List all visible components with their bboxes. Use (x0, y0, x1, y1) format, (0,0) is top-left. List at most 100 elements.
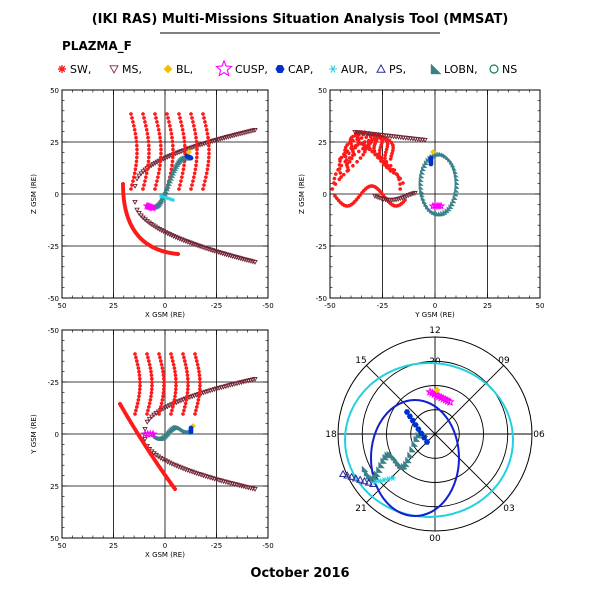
ms-marker (175, 399, 182, 405)
ms-marker (148, 222, 155, 228)
sw-marker (173, 487, 177, 491)
sw-marker (150, 387, 154, 392)
ms-marker (180, 397, 186, 403)
sw-marker (183, 405, 187, 409)
sw-marker (202, 116, 206, 120)
lobn-marker (452, 168, 459, 174)
sw-marker (159, 405, 163, 409)
sw-marker (136, 398, 141, 402)
sw-marker (338, 159, 342, 163)
cap-marker (412, 422, 419, 428)
sw-marker (132, 171, 137, 176)
sw-marker (370, 137, 374, 142)
x-tick-label: -50 (262, 302, 273, 310)
ms-marker (162, 405, 168, 411)
sw-marker (143, 444, 148, 449)
y-tick-label: -25 (48, 243, 59, 251)
sw-marker (139, 437, 144, 442)
trajectory-series (142, 201, 158, 212)
sw-marker (121, 184, 126, 189)
ms-marker (220, 384, 227, 390)
sw-marker (170, 163, 174, 168)
sw-marker (120, 405, 125, 410)
sw-marker (392, 168, 397, 172)
sw-marker (361, 152, 365, 157)
ms-marker (152, 160, 159, 166)
ms-marker (142, 426, 148, 432)
sw-marker (383, 153, 387, 158)
ps-marker (376, 63, 386, 73)
sw-marker (132, 426, 137, 431)
sw-marker (349, 146, 353, 150)
legend-item: NS (489, 63, 517, 76)
trajectory-series (145, 352, 154, 416)
sw-marker (183, 147, 187, 152)
sw-marker (159, 362, 164, 367)
ms-marker (249, 377, 256, 383)
sw-marker (378, 145, 383, 150)
x-tick-label: -50 (324, 302, 335, 310)
sw-marker (134, 135, 138, 140)
sw-marker (194, 139, 199, 144)
y-tick-label: -50 (48, 327, 59, 335)
mission-name: PLAZMA_F (62, 39, 132, 54)
sw-marker (338, 200, 343, 205)
sw-marker (155, 120, 159, 124)
sw-marker (138, 435, 143, 440)
sw-marker (134, 408, 138, 413)
sw-marker (384, 137, 388, 142)
x-tick-label: -50 (262, 542, 273, 550)
sw-marker (341, 172, 346, 177)
x-tick-label: -25 (211, 302, 222, 310)
trajectory-series (372, 475, 396, 485)
sw-marker (158, 135, 162, 140)
sw-marker (138, 380, 142, 385)
sw-marker (401, 200, 406, 204)
ms-marker (162, 230, 169, 236)
sw-marker (372, 135, 377, 139)
polar-spoke (434, 365, 504, 435)
sw-marker (134, 430, 139, 435)
sw-marker (390, 203, 395, 207)
trajectory-series (330, 142, 403, 191)
sw-marker (198, 383, 202, 388)
sw-marker (171, 155, 175, 160)
sw-marker (388, 169, 393, 173)
mlt-hour-label: 15 (355, 356, 366, 366)
sw-marker (347, 203, 352, 208)
sw-marker (181, 131, 186, 136)
ps-marker (343, 471, 352, 479)
sw-marker (391, 143, 395, 147)
sw-marker (206, 159, 211, 164)
sw-marker (375, 152, 380, 157)
sw-marker (397, 203, 402, 207)
sw-marker (162, 387, 166, 392)
sw-marker (366, 142, 371, 147)
trajectory-series (428, 155, 434, 167)
trajectory-series (372, 190, 418, 203)
sw-marker (161, 373, 166, 377)
x-axis-label: X GSM (RE) (145, 551, 185, 559)
sw-marker (191, 179, 195, 183)
sw-marker (150, 454, 155, 459)
sw-marker (207, 147, 211, 152)
sw-marker (384, 159, 389, 164)
sw-marker (347, 159, 352, 164)
sw-marker (185, 373, 190, 377)
sw-marker (198, 387, 202, 392)
sw-marker (159, 147, 163, 152)
ms-marker (148, 163, 155, 169)
sw-marker (201, 187, 205, 191)
sw-marker (135, 431, 140, 436)
trajectory-series (133, 352, 142, 416)
ms-marker (223, 384, 229, 390)
sw-marker (202, 183, 206, 187)
sw-marker (176, 252, 180, 256)
sw-marker (129, 420, 134, 425)
sw-marker (156, 124, 160, 128)
sw-marker (145, 131, 150, 136)
x-tick-label: 25 (109, 542, 118, 550)
sw-marker (132, 127, 137, 132)
sw-marker (333, 194, 337, 198)
sw-marker (343, 145, 348, 150)
